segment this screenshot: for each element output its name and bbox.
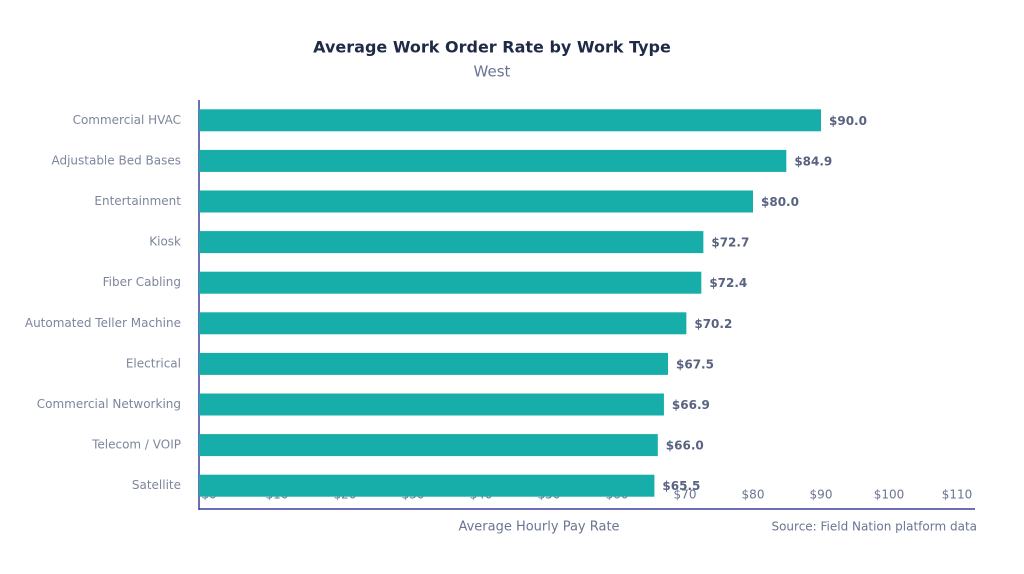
bar <box>199 393 664 416</box>
y-tick-label: Telecom / VOIP <box>91 438 181 452</box>
x-tick-label: $70 <box>674 488 697 502</box>
bar <box>199 190 753 213</box>
value-label: $90.0 <box>829 114 867 128</box>
y-tick-label: Kiosk <box>149 235 181 249</box>
bar <box>199 312 687 335</box>
y-tick-label: Commercial Networking <box>37 397 181 411</box>
bar <box>199 149 787 172</box>
value-label: $70.2 <box>694 317 732 331</box>
value-label: $72.4 <box>709 276 747 290</box>
value-label: $65.5 <box>662 479 700 493</box>
bar <box>199 271 702 294</box>
y-tick-label: Automated Teller Machine <box>25 316 181 330</box>
y-tick-label: Commercial HVAC <box>73 113 181 127</box>
y-tick-label: Satellite <box>132 478 181 492</box>
y-tick-label: Fiber Cabling <box>103 275 181 289</box>
x-tick-label: $90 <box>810 488 833 502</box>
bar <box>199 434 658 457</box>
value-label: $66.9 <box>672 398 710 412</box>
source-note: Source: Field Nation platform data <box>771 520 977 534</box>
x-tick-label: $110 <box>942 488 973 502</box>
bar <box>199 231 704 254</box>
value-label: $66.0 <box>666 439 704 453</box>
y-tick-label: Entertainment <box>94 194 181 208</box>
value-label: $67.5 <box>676 357 714 371</box>
value-label: $84.9 <box>794 154 832 168</box>
x-tick-label: $100 <box>874 488 905 502</box>
bar <box>199 352 668 375</box>
bar <box>199 109 821 132</box>
y-tick-label: Electrical <box>126 356 181 370</box>
bar <box>199 474 655 497</box>
value-label: $72.7 <box>711 236 749 250</box>
x-tick-label: $80 <box>742 488 765 502</box>
value-label: $80.0 <box>761 195 799 209</box>
chart-title: Average Work Order Rate by Work Type <box>313 38 671 57</box>
x-axis-label: Average Hourly Pay Rate <box>458 520 619 535</box>
chart-subtitle: West <box>474 63 511 81</box>
y-tick-label: Adjustable Bed Bases <box>51 153 181 167</box>
